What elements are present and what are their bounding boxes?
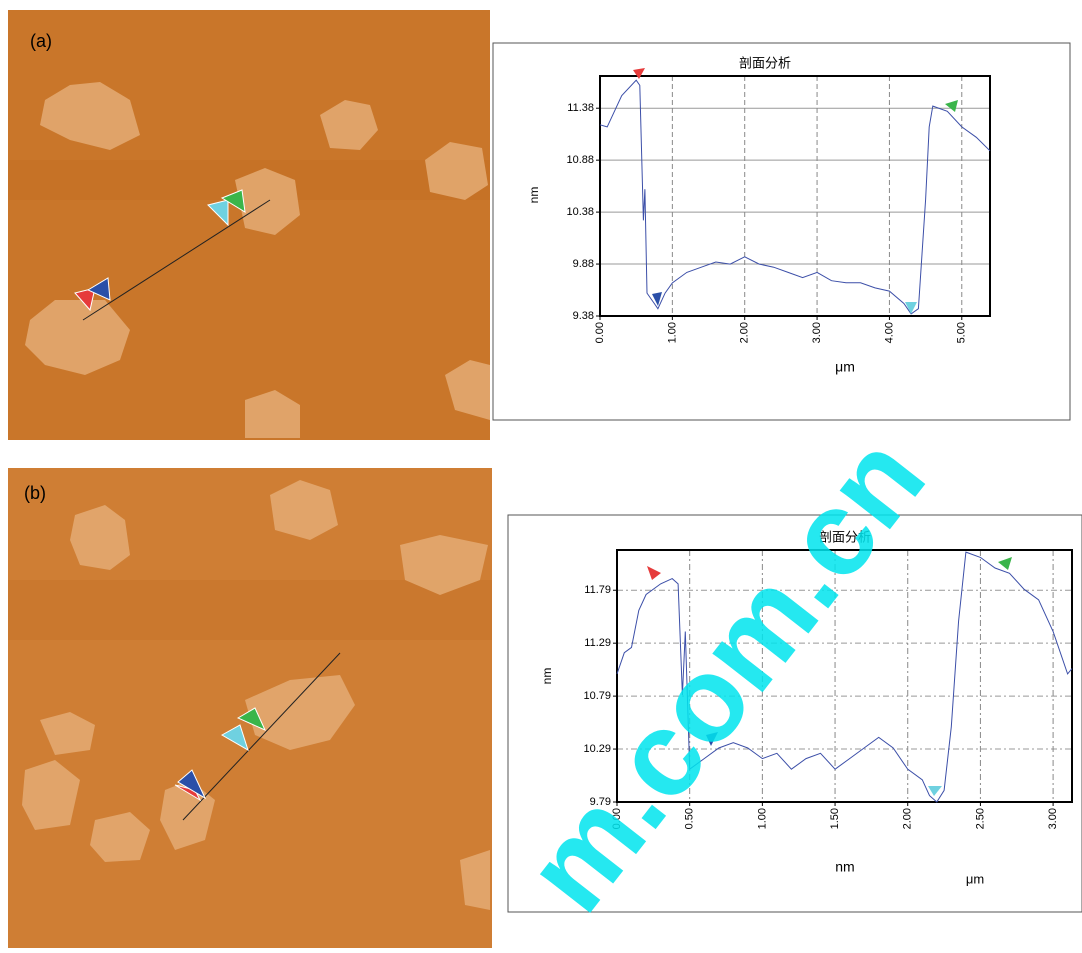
y-tick-label: 11.38 xyxy=(567,102,594,114)
x-tick-label: 4.00 xyxy=(883,322,895,343)
x-tick-label: 2.00 xyxy=(902,808,914,829)
x-tick-label: 1.00 xyxy=(666,322,678,343)
x-tick-label: 5.00 xyxy=(956,322,968,343)
x-tick-label: 2.50 xyxy=(974,808,986,829)
x-tick-label: 0.00 xyxy=(594,322,606,343)
y-tick-label: 9.79 xyxy=(590,796,611,808)
x-axis-label: nm xyxy=(835,859,854,875)
panel-label: (a) xyxy=(30,31,52,51)
plot-area xyxy=(599,75,991,317)
y-tick-label: 10.88 xyxy=(566,154,594,166)
y-axis-label: nm xyxy=(527,187,541,204)
x-tick-label: 0.50 xyxy=(684,808,696,829)
y-tick-label: 11.79 xyxy=(584,584,611,596)
afm-image-b: (b) xyxy=(8,468,492,948)
plots: 9.38 9.88 10.38 10.88 11.38 0.00 1.00 2.00 3.00 4… xyxy=(527,55,1073,886)
profile-markers xyxy=(633,68,1012,796)
x-tick-label: 1.00 xyxy=(756,808,768,829)
x-tick-label: 3.00 xyxy=(811,322,823,343)
x-axis-unit: μm xyxy=(966,871,984,886)
plot-area xyxy=(616,549,1073,803)
chart-title: 剖面分析 xyxy=(739,55,791,70)
profile-line xyxy=(616,551,1073,803)
x-tick-label: 2.00 xyxy=(739,322,751,343)
x-tick-label: 3.00 xyxy=(1047,808,1059,829)
afm-image-a: (a) xyxy=(8,10,490,440)
y-tick-label: 10.38 xyxy=(566,206,594,218)
y-tick-label: 9.38 xyxy=(573,310,594,322)
panel-label: (b) xyxy=(24,483,46,503)
x-axis-label: μm xyxy=(835,359,855,375)
chart-frame xyxy=(492,42,1071,421)
chart-title: 剖面分析 xyxy=(819,529,871,544)
x-tick-label: 1.50 xyxy=(829,808,841,829)
y-axis-label: nm xyxy=(540,668,554,685)
chart-frame xyxy=(507,514,1082,913)
y-tick-label: 10.79 xyxy=(583,690,611,702)
x-tick-label: 0.00 xyxy=(611,808,623,829)
y-tick-label: 9.88 xyxy=(573,258,594,270)
y-tick-label: 11.29 xyxy=(584,637,611,649)
y-tick-label: 10.29 xyxy=(583,743,611,755)
profile-line xyxy=(599,79,991,315)
